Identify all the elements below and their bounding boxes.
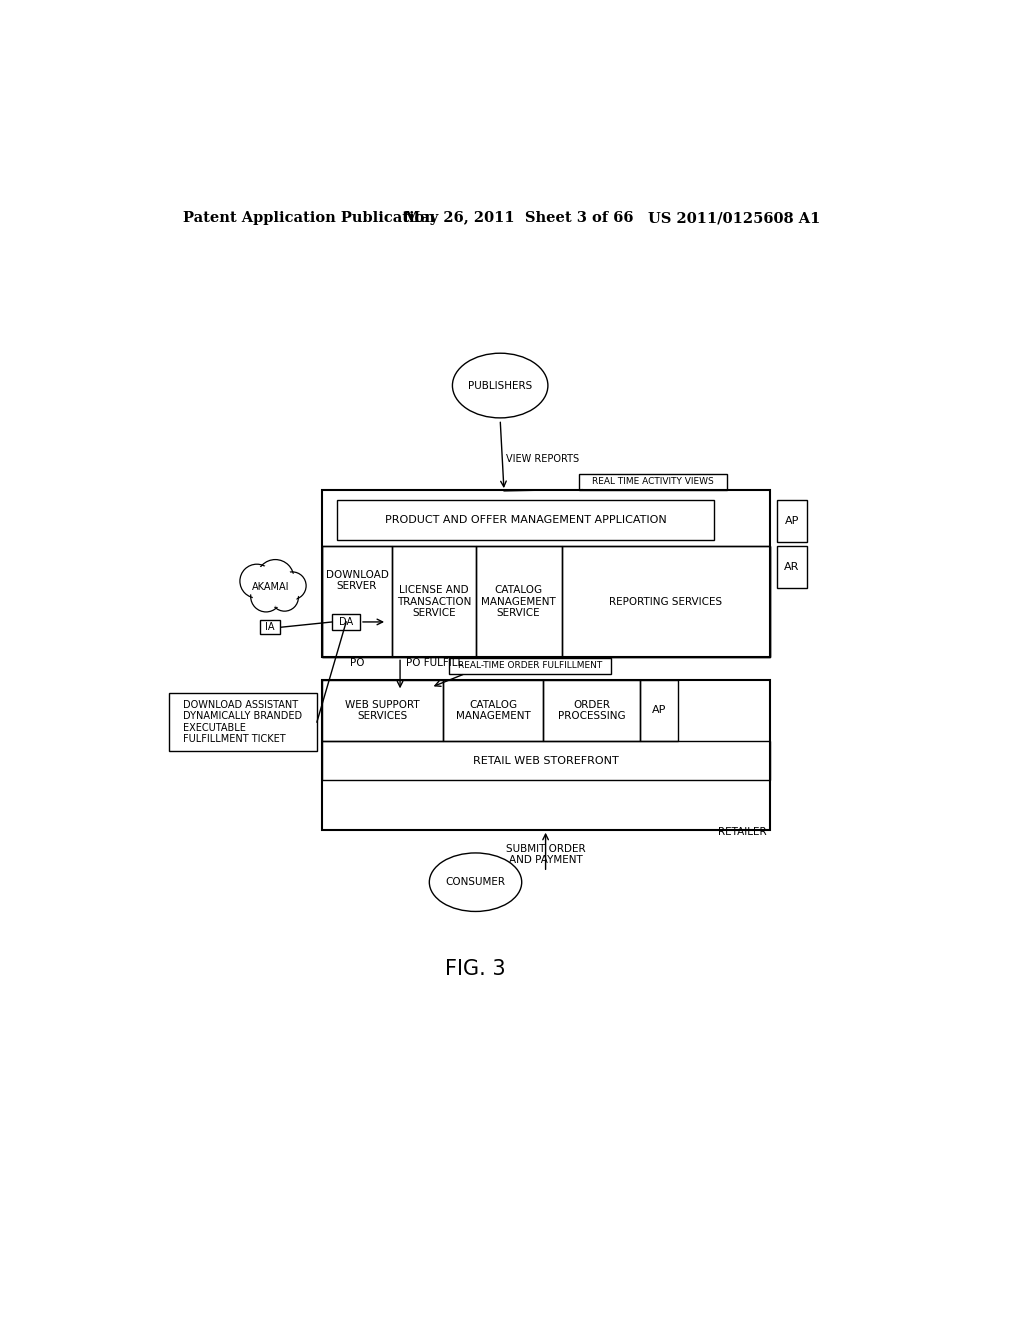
Circle shape: [240, 564, 273, 598]
Circle shape: [260, 562, 291, 593]
Circle shape: [270, 583, 298, 611]
Text: RETAILER: RETAILER: [718, 826, 767, 837]
Circle shape: [273, 586, 296, 609]
Circle shape: [243, 568, 270, 595]
Circle shape: [251, 581, 282, 612]
Text: AR: AR: [784, 562, 800, 572]
Text: REPORTING SERVICES: REPORTING SERVICES: [609, 597, 722, 606]
FancyBboxPatch shape: [260, 620, 280, 635]
Text: PRODUCT AND OFFER MANAGEMENT APPLICATION: PRODUCT AND OFFER MANAGEMENT APPLICATION: [385, 515, 667, 524]
Text: Patent Application Publication: Patent Application Publication: [183, 211, 435, 226]
Text: CONSUMER: CONSUMER: [445, 878, 506, 887]
Text: IA: IA: [265, 622, 274, 632]
Text: SUBMIT ORDER
AND PAYMENT: SUBMIT ORDER AND PAYMENT: [506, 843, 586, 866]
Text: PO FULFILL: PO FULFILL: [407, 657, 464, 668]
Text: US 2011/0125608 A1: US 2011/0125608 A1: [648, 211, 820, 226]
Circle shape: [261, 578, 287, 603]
Circle shape: [281, 574, 304, 597]
Text: CATALOG
MANAGEMENT: CATALOG MANAGEMENT: [456, 700, 530, 721]
Text: DA: DA: [339, 616, 353, 627]
Text: LICENSE AND
TRANSACTION
SERVICE: LICENSE AND TRANSACTION SERVICE: [396, 585, 471, 618]
Text: PO: PO: [350, 657, 365, 668]
Text: WEB SUPPORT
SERVICES: WEB SUPPORT SERVICES: [345, 700, 420, 721]
FancyBboxPatch shape: [333, 614, 360, 630]
Circle shape: [254, 583, 279, 609]
Text: May 26, 2011  Sheet 3 of 66: May 26, 2011 Sheet 3 of 66: [403, 211, 634, 226]
Text: DOWNLOAD ASSISTANT
DYNAMICALLY BRANDED
EXECUTABLE
FULFILLMENT TICKET: DOWNLOAD ASSISTANT DYNAMICALLY BRANDED E…: [183, 700, 302, 744]
Text: AP: AP: [651, 705, 666, 715]
Text: ORDER
PROCESSING: ORDER PROCESSING: [558, 700, 626, 721]
Text: FIG. 3: FIG. 3: [445, 960, 506, 979]
Text: REAL-TIME ORDER FULFILLMENT: REAL-TIME ORDER FULFILLMENT: [458, 661, 602, 671]
Circle shape: [279, 572, 306, 599]
Text: RETAIL WEB STOREFRONT: RETAIL WEB STOREFRONT: [473, 755, 618, 766]
Text: AP: AP: [784, 516, 799, 525]
Text: AKAMAI: AKAMAI: [252, 582, 290, 593]
Text: PUBLISHERS: PUBLISHERS: [468, 380, 532, 391]
Text: VIEW REPORTS: VIEW REPORTS: [506, 454, 580, 463]
Text: DOWNLOAD
SERVER: DOWNLOAD SERVER: [326, 569, 388, 591]
Circle shape: [257, 560, 294, 597]
Text: CATALOG
MANAGEMENT
SERVICE: CATALOG MANAGEMENT SERVICE: [481, 585, 556, 618]
Text: REAL TIME ACTIVITY VIEWS: REAL TIME ACTIVITY VIEWS: [592, 478, 714, 486]
Circle shape: [258, 576, 289, 606]
